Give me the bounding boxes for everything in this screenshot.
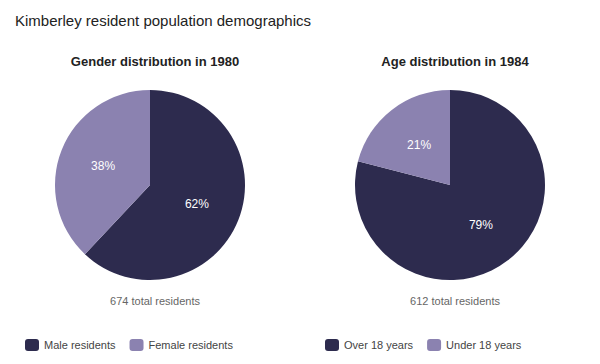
svg-text:Under 18 years: Under 18 years — [446, 339, 522, 351]
svg-text:79%: 79% — [469, 218, 493, 232]
svg-text:62%: 62% — [185, 197, 209, 211]
svg-text:21%: 21% — [407, 138, 431, 152]
svg-text:Kimberley resident population: Kimberley resident population demographi… — [15, 12, 311, 29]
svg-text:Age distribution in 1984: Age distribution in 1984 — [381, 54, 529, 69]
svg-text:38%: 38% — [91, 159, 115, 173]
svg-text:Gender distribution in 1980: Gender distribution in 1980 — [71, 54, 239, 69]
svg-text:Male residents: Male residents — [44, 339, 116, 351]
svg-text:674 total residents: 674 total residents — [110, 295, 200, 307]
svg-text:612 total residents: 612 total residents — [410, 295, 500, 307]
svg-text:Female residents: Female residents — [149, 339, 234, 351]
svg-text:Over 18 years: Over 18 years — [344, 339, 414, 351]
